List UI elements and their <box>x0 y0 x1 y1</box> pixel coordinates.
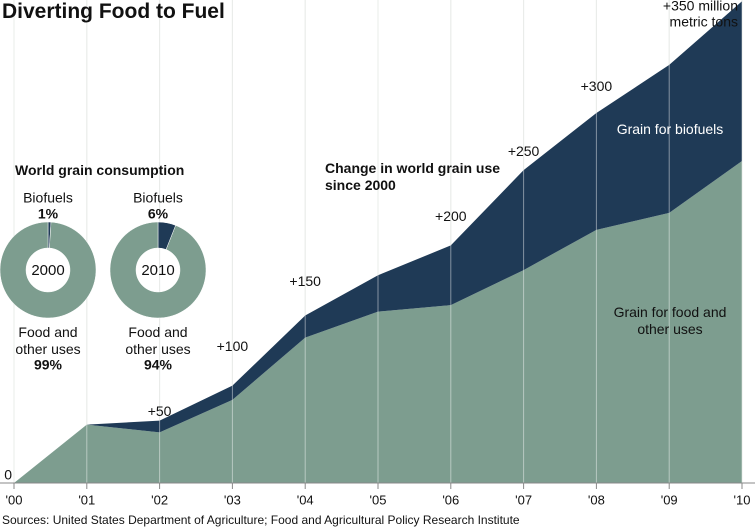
pie-value-label: 99% <box>34 357 63 373</box>
pie-value-label: 1% <box>38 206 59 222</box>
pie-category: Biofuels <box>23 190 73 206</box>
x-tick-label: '03 <box>224 492 241 507</box>
series-label: Grain for biofuels <box>616 121 724 137</box>
annotation: +100 <box>217 338 249 354</box>
series-label: Grain for food and other uses <box>613 304 727 337</box>
x-tick-label: '10 <box>734 492 751 507</box>
area-series <box>14 161 742 483</box>
annotation-unit: metric tons <box>670 13 738 29</box>
area-title: Change in world grain use since 2000 <box>325 160 501 193</box>
annotation: +150 <box>289 273 321 289</box>
pie-slice <box>0 221 97 319</box>
x-tick-label: '08 <box>588 492 605 507</box>
x-tick-label: '00 <box>6 492 23 507</box>
pie-center-label: 2010 <box>141 262 174 279</box>
pie-title: World grain consumption <box>15 162 185 178</box>
x-tick-label: '06 <box>442 492 459 507</box>
x-tick-label: '02 <box>151 492 168 507</box>
annotation: +300 <box>581 78 613 94</box>
chart-title: Diverting Food to Fuel <box>2 0 225 23</box>
x-tick-label: '09 <box>661 492 678 507</box>
pie-slice <box>109 221 207 319</box>
x-tick-label: '01 <box>78 492 95 507</box>
source-note: Sources: United States Department of Agr… <box>2 513 520 527</box>
x-tick-label: '07 <box>515 492 532 507</box>
annotation: +350 million <box>663 0 738 13</box>
x-tick-label: '05 <box>370 492 387 507</box>
x-tick-label: '04 <box>297 492 314 507</box>
pie-category: Biofuels <box>133 190 183 206</box>
annotation: 0 <box>4 467 12 483</box>
pie-value-label: 6% <box>148 206 169 222</box>
annotation: +200 <box>435 208 467 224</box>
annotation: +250 <box>508 143 540 159</box>
pie-value-label: 94% <box>144 357 173 373</box>
pie-category: Food and other uses <box>15 324 81 357</box>
annotation: +50 <box>148 403 172 419</box>
pie-center-label: 2000 <box>31 262 64 279</box>
pie-category: Food and other uses <box>125 324 191 357</box>
